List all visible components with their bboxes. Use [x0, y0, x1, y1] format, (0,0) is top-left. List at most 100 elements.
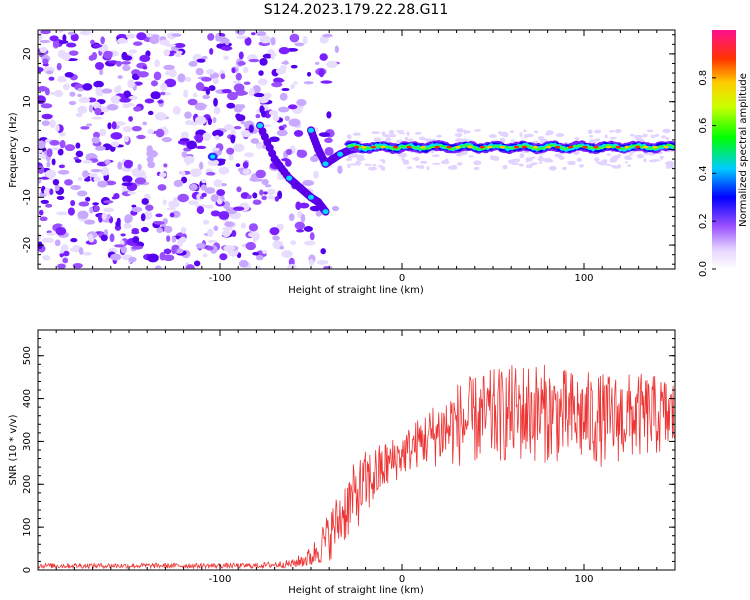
noise-blob: [154, 59, 160, 68]
noise-blob: [42, 237, 55, 244]
faint-blob: [415, 165, 422, 169]
noise-blob: [115, 221, 121, 227]
noise-blob: [46, 148, 53, 158]
flat-signal-peak: [467, 145, 473, 149]
noise-blob: [121, 182, 133, 187]
noise-blob: [110, 132, 123, 140]
noise-blob: [163, 49, 171, 57]
faint-blob: [510, 139, 516, 143]
noise-blob: [274, 79, 285, 83]
faint-blob: [533, 130, 539, 134]
noise-blob: [49, 188, 54, 195]
noise-blob: [212, 116, 217, 124]
noise-blob: [131, 245, 143, 250]
noise-blob: [119, 97, 131, 103]
noise-blob: [264, 184, 272, 188]
noise-blob: [246, 194, 252, 200]
noise-blob: [114, 244, 125, 248]
noise-blob: [122, 103, 128, 107]
snr-xlabel: Height of straight line (km): [288, 585, 424, 596]
noise-blob: [319, 53, 328, 61]
noise-blob: [222, 226, 233, 231]
flat-signal-peak: [455, 145, 461, 149]
noise-blob: [320, 248, 326, 255]
flat-signal-peak: [546, 145, 552, 149]
faint-blob: [346, 134, 352, 140]
descending-trace-hot: [286, 175, 293, 181]
noise-blob: [290, 84, 295, 90]
noise-blob: [143, 210, 153, 220]
noise-blob: [164, 78, 177, 88]
noise-blob: [116, 60, 122, 67]
faint-blob: [624, 161, 628, 164]
noise-blob: [38, 209, 44, 216]
noise-blob: [204, 187, 216, 194]
noise-blob: [207, 159, 219, 167]
noise-blob: [268, 110, 278, 116]
noise-blob: [149, 36, 160, 45]
noise-blob: [162, 254, 175, 262]
noise-blob: [201, 178, 207, 184]
faint-blob: [659, 155, 664, 160]
noise-blob: [238, 259, 249, 268]
faint-blob: [499, 137, 506, 143]
faint-blob: [511, 162, 520, 165]
snr-ytick-label: 500: [22, 346, 33, 365]
noise-blob: [195, 145, 207, 150]
noise-blob: [62, 34, 67, 42]
noise-blob: [128, 116, 133, 122]
noise-blob: [40, 176, 50, 180]
noise-blob: [157, 184, 167, 191]
noise-blob: [128, 95, 138, 100]
noise-blob: [279, 245, 285, 250]
noise-blob: [255, 254, 264, 261]
noise-blob: [250, 138, 260, 144]
noise-blob: [142, 65, 148, 70]
noise-blob: [120, 61, 131, 65]
noise-blob: [133, 106, 142, 112]
noise-blob: [57, 76, 67, 80]
snr-panel: -100 0 100 0 100 200 300 400 500 Height of strai…: [8, 329, 676, 596]
noise-blob: [270, 37, 276, 46]
noise-blob: [147, 253, 159, 263]
noise-blob: [100, 36, 105, 45]
noise-blob: [290, 240, 297, 245]
faint-blob: [642, 133, 648, 138]
faint-blob: [456, 152, 463, 157]
noise-blob: [88, 173, 98, 178]
faint-blob: [633, 134, 643, 140]
noise-blob: [98, 213, 103, 223]
noise-blob: [212, 77, 219, 85]
faint-blob: [629, 153, 634, 156]
noise-blob: [48, 76, 55, 81]
noise-blob: [168, 200, 180, 208]
noise-blob: [231, 67, 236, 74]
noise-blob: [99, 128, 107, 137]
flat-signal-green: [347, 143, 675, 151]
snr-ytick-label: 0: [22, 567, 33, 573]
figure-title: S124.2023.179.22.28.G11: [264, 2, 449, 18]
noise-blob: [52, 178, 60, 186]
noise-blob: [279, 92, 288, 101]
noise-blob: [56, 211, 68, 216]
noise-blob: [62, 83, 70, 91]
faint-blob: [380, 166, 386, 171]
noise-blob: [223, 245, 236, 252]
noise-blob: [185, 158, 191, 166]
noise-blob: [137, 163, 142, 171]
noise-blob: [181, 131, 189, 140]
noise-blob: [57, 169, 70, 175]
noise-blob: [210, 210, 221, 217]
noise-blob: [218, 37, 230, 44]
faint-blob: [608, 130, 615, 133]
noise-blob: [49, 139, 60, 146]
isolated-blob-hot: [210, 154, 216, 159]
faint-blob: [401, 157, 405, 162]
faint-blob: [364, 163, 372, 166]
noise-blob: [147, 161, 156, 169]
noise-blob: [242, 161, 249, 169]
noise-blob: [172, 106, 181, 115]
noise-blob: [164, 225, 173, 234]
noise-blob: [46, 70, 54, 75]
noise-blob: [313, 170, 319, 179]
